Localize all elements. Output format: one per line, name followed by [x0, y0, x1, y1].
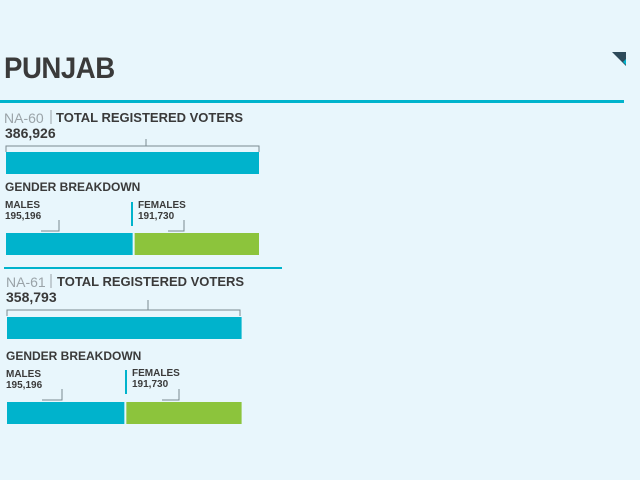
total-bar — [7, 317, 242, 339]
total-bar — [6, 152, 259, 174]
males-bar — [6, 233, 133, 255]
males-value: 195,196 — [6, 380, 43, 391]
corner-arrow-icon[interactable] — [612, 52, 626, 66]
header-divider — [0, 100, 624, 103]
males-value: 195,196 — [5, 211, 42, 222]
total-value: 358,793 — [6, 289, 57, 305]
females-label: FEMALES — [132, 368, 180, 379]
gender-label: GENDER BREAKDOWN — [6, 349, 141, 363]
males-label: MALES — [5, 200, 40, 211]
total-label: TOTAL REGISTERED VOTERS — [56, 110, 243, 125]
males-bar — [7, 402, 125, 424]
region-title: PUNJAB — [4, 52, 115, 85]
section-divider — [4, 267, 282, 269]
females-value: 191,730 — [138, 211, 175, 222]
females-bar — [126, 402, 242, 424]
males-label: MALES — [6, 369, 41, 380]
district-code: NA-60 — [4, 110, 44, 126]
females-value: 191,730 — [132, 379, 169, 390]
gender-label: GENDER BREAKDOWN — [5, 180, 140, 194]
females-label: FEMALES — [138, 200, 186, 211]
total-value: 386,926 — [5, 125, 56, 141]
total-label: TOTAL REGISTERED VOTERS — [57, 274, 244, 289]
constituency-block-na-61: NA-61 TOTAL REGISTERED VOTERS 358,793 GE… — [6, 274, 244, 424]
females-bar — [134, 233, 259, 255]
district-code: NA-61 — [6, 274, 46, 290]
constituency-block-na-60: NA-60 TOTAL REGISTERED VOTERS 386,926 GE… — [4, 110, 260, 255]
